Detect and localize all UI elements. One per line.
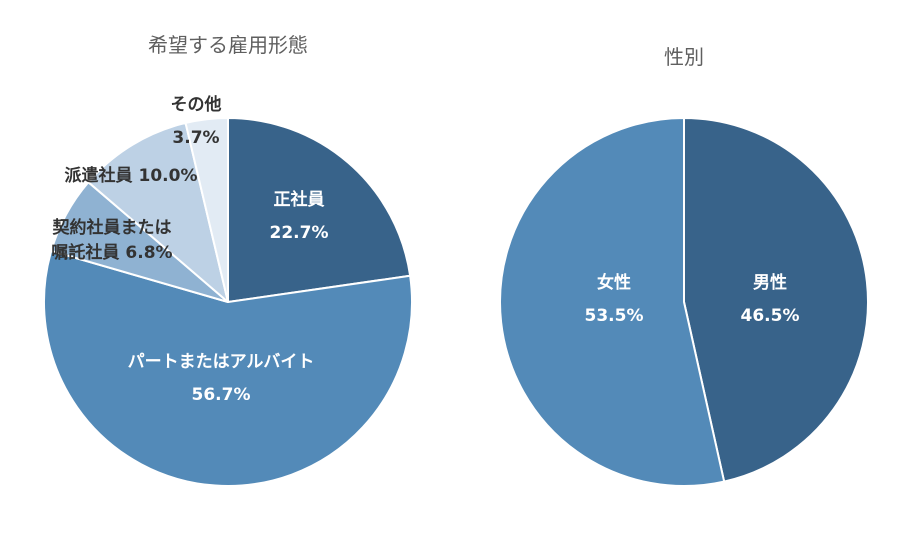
slice-label-line-1: 契約社員または <box>52 217 172 238</box>
slice-value-contract: 6.8% <box>125 243 172 263</box>
pie-slice-seishain <box>227 117 412 303</box>
slice-label-text: 派遣社員 <box>65 165 133 186</box>
slice-label-male: 男性 <box>753 272 787 293</box>
slice-label-other: その他 <box>171 94 222 115</box>
slice-label-female: 女性 <box>597 272 631 293</box>
pie-slice-other <box>184 117 229 303</box>
slice-value-seishain: 22.7% <box>270 223 329 243</box>
slice-value-female: 53.5% <box>585 306 644 326</box>
chart-title: 性別 <box>664 45 704 69</box>
slice-label-seishain: 正社員 <box>274 189 325 210</box>
slice-value-dispatch: 10.0% <box>139 166 198 186</box>
slice-value-part-time: 56.7% <box>192 385 251 405</box>
slice-label-dispatch: 派遣社員 10.0% <box>65 165 198 186</box>
slice-label-line-2: 嘱託社員 <box>51 242 119 263</box>
chart-title: 希望する雇用形態 <box>148 33 308 57</box>
slice-value-male: 46.5% <box>741 306 800 326</box>
slice-label-part-time: パートまたはアルバイト <box>128 352 315 372</box>
pie-slice-male <box>683 117 869 483</box>
pie-slice-part-time <box>43 249 413 487</box>
slice-value-other: 3.7% <box>172 128 219 148</box>
pie-slice-female <box>499 117 726 487</box>
pie-slice-dispatch <box>87 121 229 303</box>
slice-label-contract: 契約社員または嘱託社員 6.8% <box>51 217 172 263</box>
